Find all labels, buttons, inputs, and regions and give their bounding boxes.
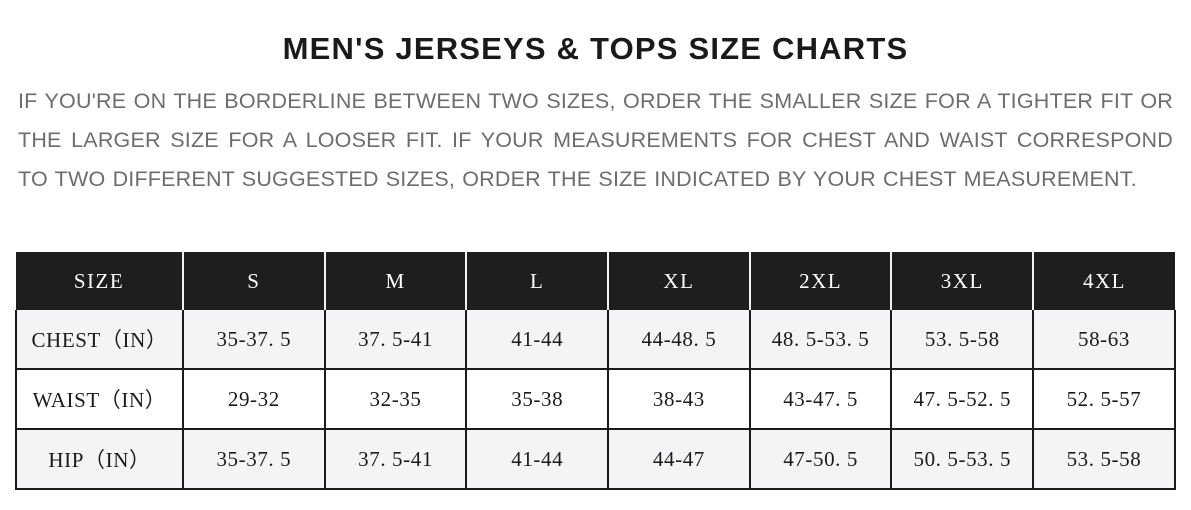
cell-chest-xl: 44-48. 5	[608, 310, 751, 370]
column-header-2xl: 2XL	[749, 252, 893, 310]
cell-hip-3xl: 50. 5-53. 5	[891, 429, 1035, 489]
cell-waist-m: 32-35	[324, 369, 468, 430]
cell-hip-2xl: 47-50. 5	[749, 429, 893, 489]
table-row: CHEST（IN） 35-37. 5 37. 5-41 41-44 44-48.…	[16, 310, 1175, 370]
column-header-l: L	[466, 252, 610, 310]
cell-chest-2xl: 48. 5-53. 5	[749, 310, 893, 370]
cell-waist-s: 29-32	[183, 369, 326, 430]
row-label-chest: CHEST（IN）	[16, 310, 184, 370]
cell-hip-l: 41-44	[466, 429, 610, 489]
cell-chest-l: 41-44	[466, 310, 610, 370]
table-row: HIP（IN） 35-37. 5 37. 5-41 41-44 44-47 47…	[16, 429, 1175, 489]
page-title: MEN'S JERSEYS & TOPS SIZE CHARTS	[282, 31, 909, 66]
cell-chest-s: 35-37. 5	[183, 310, 326, 370]
table-header: SIZE S M L XL 2XL 3XL 4XL	[16, 252, 1175, 310]
cell-hip-xl: 44-47	[608, 429, 751, 489]
cell-waist-2xl: 43-47. 5	[749, 369, 893, 430]
column-header-m: M	[324, 252, 468, 310]
row-label-hip: HIP（IN）	[16, 429, 184, 489]
table-row: WAIST（IN） 29-32 32-35 35-38 38-43 43-47.…	[16, 369, 1175, 430]
column-header-xl: XL	[608, 252, 751, 310]
column-header-s: S	[183, 252, 326, 310]
cell-waist-4xl: 52. 5-57	[1033, 369, 1175, 430]
cell-hip-s: 35-37. 5	[183, 429, 326, 489]
row-label-waist: WAIST（IN）	[16, 369, 184, 430]
table-header-row: SIZE S M L XL 2XL 3XL 4XL	[16, 252, 1175, 310]
cell-chest-4xl: 58-63	[1033, 310, 1175, 370]
column-header-4xl: 4XL	[1033, 252, 1175, 310]
cell-chest-3xl: 53. 5-58	[891, 310, 1035, 370]
column-header-3xl: 3XL	[891, 252, 1035, 310]
table-body: CHEST（IN） 35-37. 5 37. 5-41 41-44 44-48.…	[16, 310, 1175, 489]
cell-waist-l: 35-38	[466, 369, 610, 430]
cell-waist-xl: 38-43	[608, 369, 751, 430]
column-header-size: SIZE	[16, 252, 184, 310]
cell-hip-4xl: 53. 5-58	[1033, 429, 1175, 489]
cell-waist-3xl: 47. 5-52. 5	[891, 369, 1035, 430]
fit-guidance-text: IF YOU'RE ON THE BORDERLINE BETWEEN TWO …	[18, 89, 1173, 191]
size-chart-table-wrap: SIZE S M L XL 2XL 3XL 4XL CHEST（IN） 35-3…	[15, 252, 1176, 490]
size-chart-table: SIZE S M L XL 2XL 3XL 4XL CHEST（IN） 35-3…	[15, 252, 1176, 490]
cell-hip-m: 37. 5-41	[324, 429, 468, 489]
cell-chest-m: 37. 5-41	[324, 310, 468, 370]
